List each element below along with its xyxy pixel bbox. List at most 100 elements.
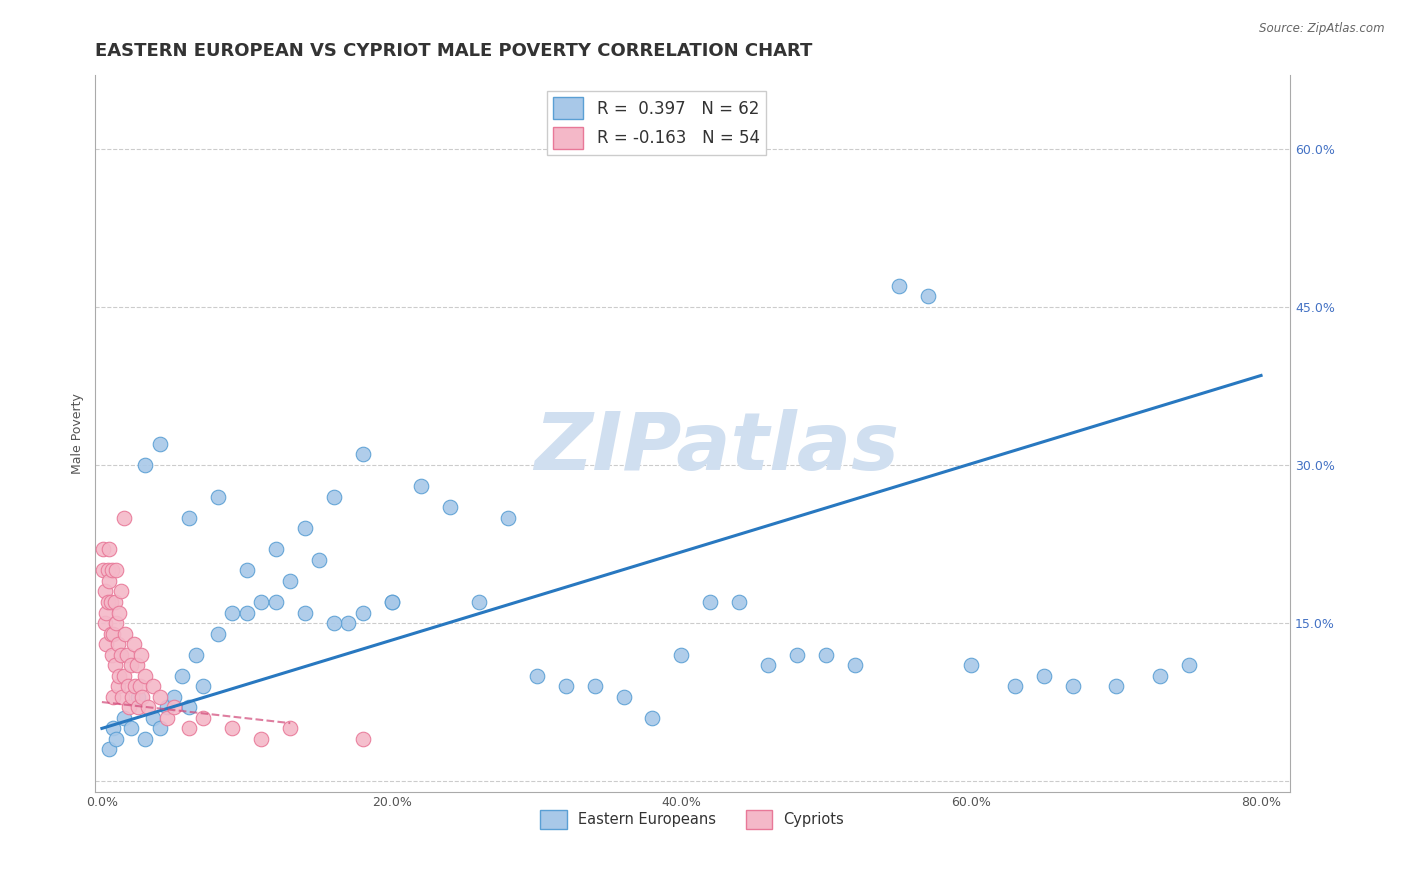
Point xyxy=(103,626,125,640)
Point xyxy=(1032,669,1054,683)
Point xyxy=(264,595,287,609)
Point xyxy=(1177,658,1199,673)
Point xyxy=(129,648,152,662)
Point xyxy=(1004,679,1026,693)
Point xyxy=(409,479,432,493)
Point xyxy=(278,574,301,588)
Point xyxy=(467,595,489,609)
Point xyxy=(100,595,122,609)
Point xyxy=(112,510,135,524)
Point xyxy=(127,690,149,704)
Point xyxy=(917,289,939,303)
Point xyxy=(108,606,131,620)
Point xyxy=(94,615,117,630)
Y-axis label: Male Poverty: Male Poverty xyxy=(72,393,84,474)
Point xyxy=(641,711,664,725)
Point xyxy=(104,595,127,609)
Point xyxy=(844,658,866,673)
Point xyxy=(112,711,135,725)
Point xyxy=(96,637,118,651)
Point xyxy=(177,700,200,714)
Point xyxy=(250,595,273,609)
Point xyxy=(786,648,808,662)
Point xyxy=(207,490,229,504)
Point xyxy=(120,722,142,736)
Point xyxy=(699,595,721,609)
Legend: Eastern Europeans, Cypriots: Eastern Europeans, Cypriots xyxy=(534,804,851,835)
Point xyxy=(177,510,200,524)
Point xyxy=(111,690,134,704)
Point xyxy=(236,606,259,620)
Point xyxy=(728,595,751,609)
Point xyxy=(887,279,910,293)
Point xyxy=(117,679,139,693)
Point xyxy=(96,606,118,620)
Point xyxy=(149,690,172,704)
Point xyxy=(103,722,125,736)
Point xyxy=(1105,679,1128,693)
Point xyxy=(94,584,117,599)
Point xyxy=(107,637,129,651)
Point xyxy=(337,615,360,630)
Point xyxy=(110,648,132,662)
Point xyxy=(184,648,207,662)
Point xyxy=(124,679,146,693)
Point xyxy=(163,690,186,704)
Point xyxy=(1062,679,1084,693)
Point xyxy=(100,626,122,640)
Point xyxy=(118,700,141,714)
Point xyxy=(112,669,135,683)
Point xyxy=(381,595,404,609)
Point xyxy=(526,669,548,683)
Text: EASTERN EUROPEAN VS CYPRIOT MALE POVERTY CORRELATION CHART: EASTERN EUROPEAN VS CYPRIOT MALE POVERTY… xyxy=(94,42,813,60)
Point xyxy=(815,648,838,662)
Point xyxy=(294,606,316,620)
Point xyxy=(114,626,136,640)
Point xyxy=(352,731,374,746)
Point xyxy=(439,500,461,515)
Point xyxy=(278,722,301,736)
Point xyxy=(1149,669,1171,683)
Point xyxy=(98,742,121,756)
Point xyxy=(156,700,179,714)
Point xyxy=(142,711,165,725)
Point xyxy=(101,648,124,662)
Point xyxy=(193,679,215,693)
Point xyxy=(236,563,259,577)
Point xyxy=(121,690,143,704)
Point xyxy=(250,731,273,746)
Point xyxy=(221,606,243,620)
Point xyxy=(352,606,374,620)
Point xyxy=(134,669,156,683)
Point xyxy=(108,669,131,683)
Point xyxy=(110,584,132,599)
Point xyxy=(322,615,344,630)
Point xyxy=(352,448,374,462)
Point xyxy=(308,553,330,567)
Point xyxy=(122,637,145,651)
Text: ZIPatlas: ZIPatlas xyxy=(534,409,898,487)
Point xyxy=(612,690,634,704)
Point xyxy=(294,521,316,535)
Point xyxy=(149,722,172,736)
Point xyxy=(105,563,128,577)
Point xyxy=(103,690,125,704)
Point xyxy=(496,510,519,524)
Point xyxy=(120,658,142,673)
Point xyxy=(322,490,344,504)
Point xyxy=(97,595,120,609)
Point xyxy=(671,648,693,662)
Point xyxy=(177,722,200,736)
Point xyxy=(131,690,153,704)
Point xyxy=(149,437,172,451)
Point xyxy=(115,648,138,662)
Point xyxy=(128,679,150,693)
Point xyxy=(264,542,287,557)
Point xyxy=(98,542,121,557)
Point xyxy=(97,563,120,577)
Point xyxy=(554,679,576,693)
Point xyxy=(758,658,780,673)
Point xyxy=(207,626,229,640)
Point xyxy=(125,658,148,673)
Text: Source: ZipAtlas.com: Source: ZipAtlas.com xyxy=(1260,22,1385,36)
